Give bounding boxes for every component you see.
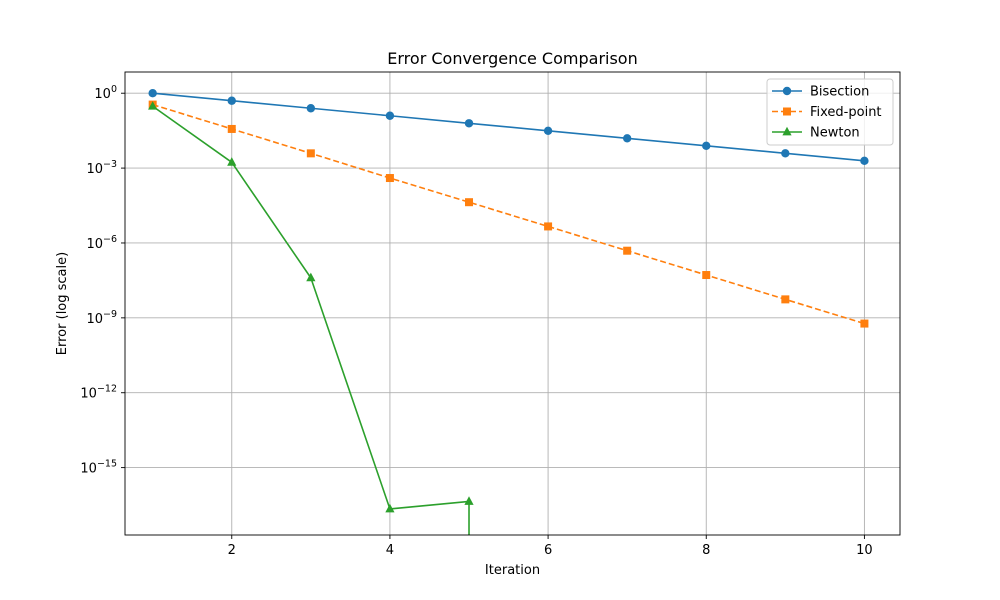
data-point: [781, 295, 790, 304]
data-point: [464, 119, 474, 128]
y-tick-label: 100: [94, 84, 117, 102]
y-tick-label: 10−9: [86, 309, 117, 327]
data-point: [227, 157, 237, 166]
data-point: [385, 111, 395, 120]
data-point: [702, 141, 711, 151]
x-tick-label: 2: [228, 543, 236, 558]
data-point: [781, 149, 790, 158]
series-line: [152, 105, 470, 535]
data-point: [622, 134, 632, 143]
data-point: [227, 96, 236, 105]
data-point: [227, 124, 236, 133]
x-axis-label: Iteration: [485, 563, 540, 578]
ticks: 2 4 6 8 10 100 10−3 10−6 10−9 10−12 10−15: [80, 84, 872, 558]
x-tick-label: 10: [856, 543, 873, 558]
x-tick-label: 8: [702, 543, 710, 558]
data-point: [148, 89, 157, 98]
chart-title: Error Convergence Comparison: [387, 49, 637, 68]
legend: Bisection Fixed-point Newton: [766, 78, 894, 146]
legend-label: Bisection: [810, 85, 869, 100]
legend-item: Fixed-point: [772, 105, 882, 120]
data-point: [306, 272, 316, 282]
legend-label: Newton: [810, 126, 860, 141]
legend-item: Bisection: [772, 85, 869, 100]
data-point: [860, 319, 869, 328]
data-point: [860, 156, 869, 166]
data-point: [465, 198, 474, 207]
series-line: [152, 92, 865, 162]
data-point: [623, 246, 632, 255]
data-point: [385, 503, 395, 513]
y-axis-label: Error (log scale): [55, 252, 70, 355]
data-point: [306, 104, 316, 113]
y-tick-label: 10−12: [80, 384, 117, 402]
x-tick-label: 6: [544, 543, 552, 558]
y-tick-label: 10−3: [86, 159, 117, 177]
data-point: [544, 222, 553, 231]
legend-marker: [783, 107, 791, 116]
plot-frame: [124, 71, 901, 536]
legend-label: Fixed-point: [810, 105, 882, 120]
series-line: [152, 103, 865, 325]
legend-marker: [782, 86, 792, 96]
data-point: [148, 101, 158, 110]
legend-marker: [782, 126, 792, 136]
y-tick-label: 10−6: [86, 234, 117, 252]
data-point: [702, 271, 711, 280]
series-newton: [148, 101, 474, 535]
legend-item: Newton: [772, 126, 860, 141]
y-tick-label: 10−15: [80, 459, 117, 477]
data-point: [543, 126, 553, 135]
x-tick-label: 4: [386, 543, 394, 558]
series-layer: [148, 89, 869, 535]
grid: [125, 72, 900, 535]
data-point: [385, 174, 394, 183]
legend-box: [766, 78, 894, 146]
data-point: [306, 149, 315, 158]
series-fixed-point: [148, 100, 869, 328]
data-point: [464, 496, 474, 505]
series-bisection: [148, 89, 869, 166]
